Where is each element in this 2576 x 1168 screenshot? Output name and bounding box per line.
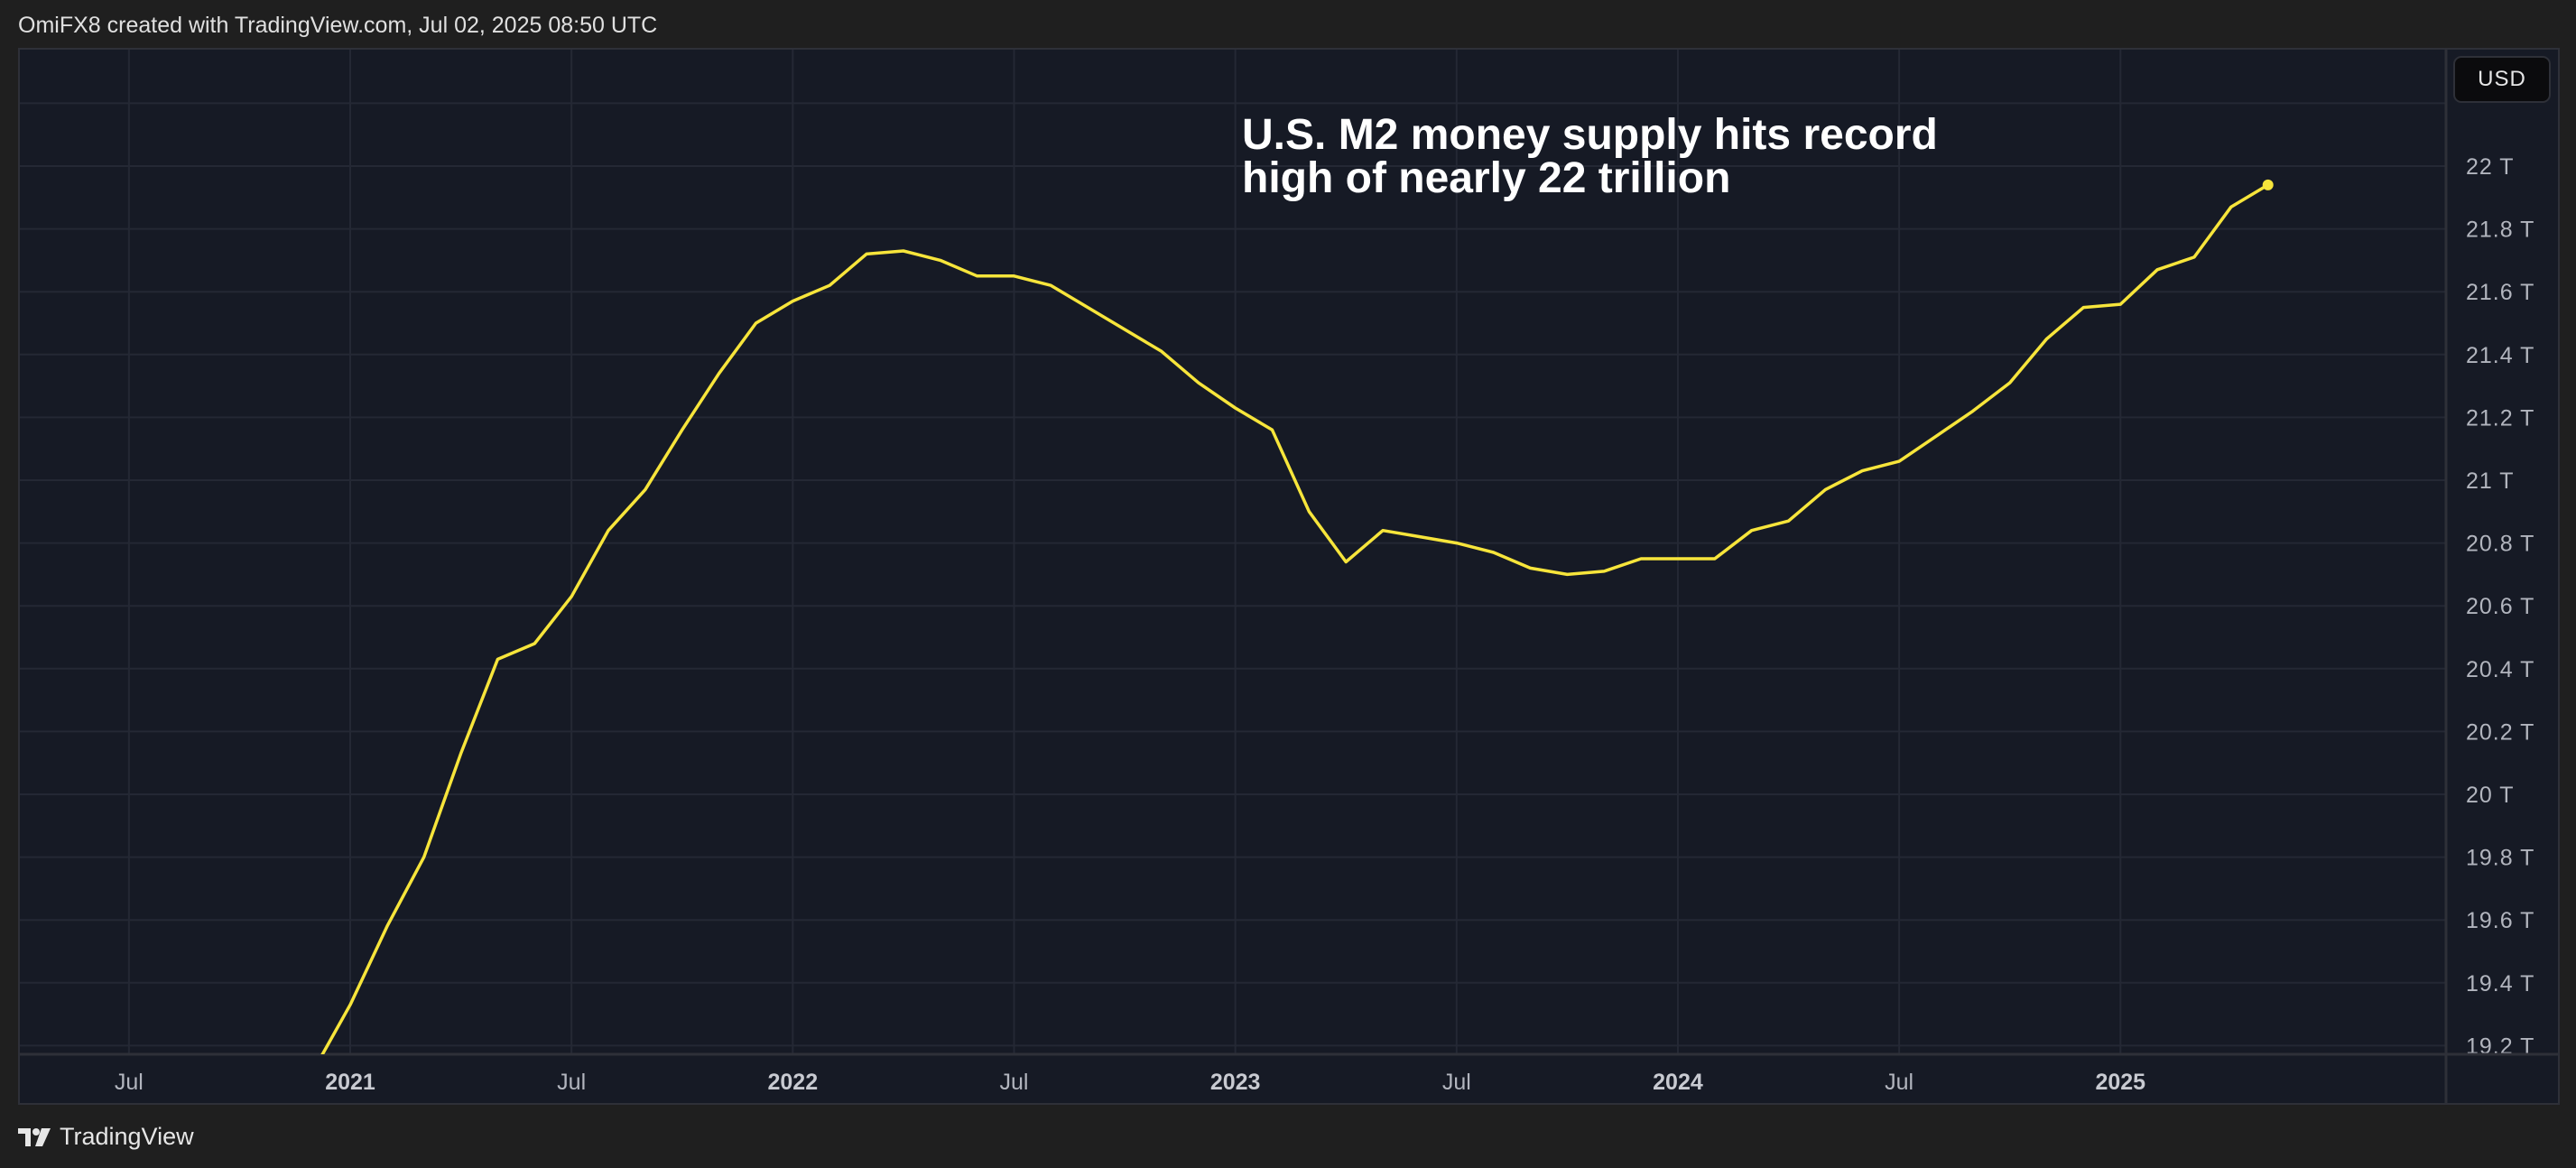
y-tick-label: 20.8 T	[2466, 532, 2534, 557]
x-tick-label: 2021	[325, 1070, 375, 1095]
y-tick-label: 20.6 T	[2466, 594, 2534, 619]
y-tick-label: 20.2 T	[2466, 719, 2534, 745]
y-tick-label: 22 T	[2466, 154, 2515, 180]
chart-credit: OmiFX8 created with TradingView.com, Jul…	[18, 13, 658, 38]
chart-frame	[18, 48, 2560, 1105]
x-tick-label: Jul	[1442, 1070, 1471, 1095]
x-tick-label: 2025	[2095, 1070, 2145, 1095]
chart-annotation: U.S. M2 money supply hits record high of…	[1242, 114, 1938, 200]
x-tick-label: Jul	[999, 1070, 1028, 1095]
y-tick-label: 19.8 T	[2466, 846, 2534, 871]
m2-series-line	[320, 183, 2269, 1054]
y-tick-label: 20 T	[2466, 783, 2515, 808]
currency-button[interactable]: USD	[2453, 56, 2551, 103]
annotation-line-2: high of nearly 22 trillion	[1242, 154, 1731, 202]
x-tick-label: 2024	[1653, 1070, 1703, 1095]
last-value-marker	[2262, 179, 2274, 190]
annotation-line-1: U.S. M2 money supply hits record	[1242, 111, 1938, 159]
tradingview-brand: TradingView	[60, 1123, 194, 1150]
tradingview-logo[interactable]: TradingView	[18, 1123, 194, 1151]
x-tick-label: Jul	[1885, 1070, 1913, 1095]
x-tick-label: 2023	[1210, 1070, 1261, 1095]
y-tick-label: 21.8 T	[2466, 218, 2534, 243]
x-tick-label: 2022	[768, 1070, 819, 1095]
y-tick-label: 21.4 T	[2466, 343, 2534, 368]
y-tick-label: 19.4 T	[2466, 971, 2534, 997]
y-tick-label: 19.6 T	[2466, 908, 2534, 933]
x-tick-label: Jul	[557, 1070, 586, 1095]
y-tick-label: 20.4 T	[2466, 657, 2534, 682]
x-tick-label: Jul	[115, 1070, 144, 1095]
y-tick-label: 21.6 T	[2466, 280, 2534, 305]
y-tick-label: 21.2 T	[2466, 405, 2534, 431]
y-tick-label: 21 T	[2466, 468, 2515, 494]
tradingview-logo-icon	[18, 1127, 51, 1146]
